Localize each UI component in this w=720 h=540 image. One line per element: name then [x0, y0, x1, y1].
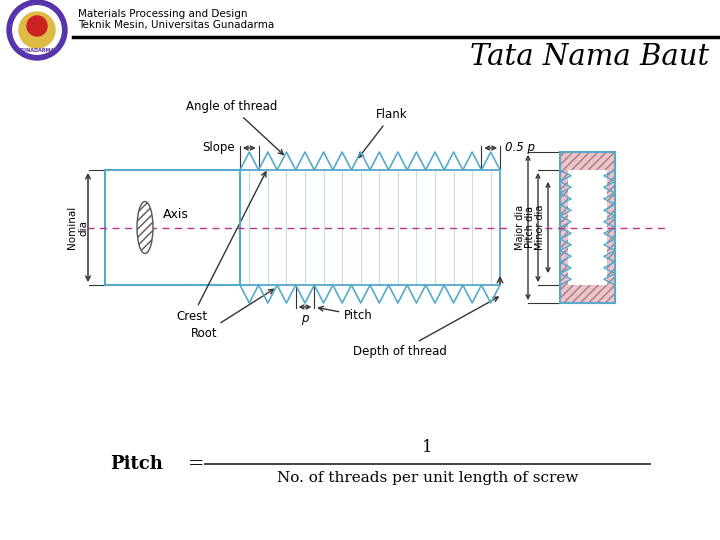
- Text: Tata Nama Baut: Tata Nama Baut: [470, 43, 710, 71]
- Ellipse shape: [137, 201, 153, 253]
- Text: Major dia: Major dia: [515, 205, 525, 250]
- Text: Pitch dia: Pitch dia: [525, 206, 535, 248]
- Circle shape: [19, 12, 55, 48]
- Text: Crest: Crest: [176, 172, 266, 323]
- Text: =: =: [188, 455, 204, 473]
- Text: Pitch: Pitch: [318, 306, 373, 322]
- Text: Depth of thread: Depth of thread: [353, 297, 498, 358]
- Text: p: p: [301, 312, 309, 325]
- Text: Root: Root: [191, 289, 274, 340]
- Bar: [568, 170, 607, 285]
- Text: Minor dia: Minor dia: [535, 205, 545, 250]
- Text: Materials Processing and Design: Materials Processing and Design: [78, 9, 248, 19]
- Text: No. of threads per unit length of screw: No. of threads per unit length of screw: [276, 471, 578, 485]
- Text: Angle of thread: Angle of thread: [186, 100, 283, 154]
- Text: 1: 1: [422, 440, 433, 456]
- Circle shape: [11, 4, 63, 56]
- Text: Teknik Mesin, Universitas Gunadarma: Teknik Mesin, Universitas Gunadarma: [78, 20, 274, 30]
- Text: Axis: Axis: [163, 207, 189, 220]
- Text: Flank: Flank: [359, 108, 408, 158]
- Circle shape: [7, 0, 67, 60]
- Circle shape: [27, 16, 47, 36]
- Text: GUNADARMA: GUNADARMA: [19, 48, 55, 52]
- Text: Nominal
dia: Nominal dia: [67, 206, 89, 249]
- Text: 0.5 p: 0.5 p: [505, 141, 535, 154]
- Text: Pitch: Pitch: [110, 455, 163, 473]
- Bar: [560, 152, 615, 303]
- Text: Slope: Slope: [202, 141, 235, 154]
